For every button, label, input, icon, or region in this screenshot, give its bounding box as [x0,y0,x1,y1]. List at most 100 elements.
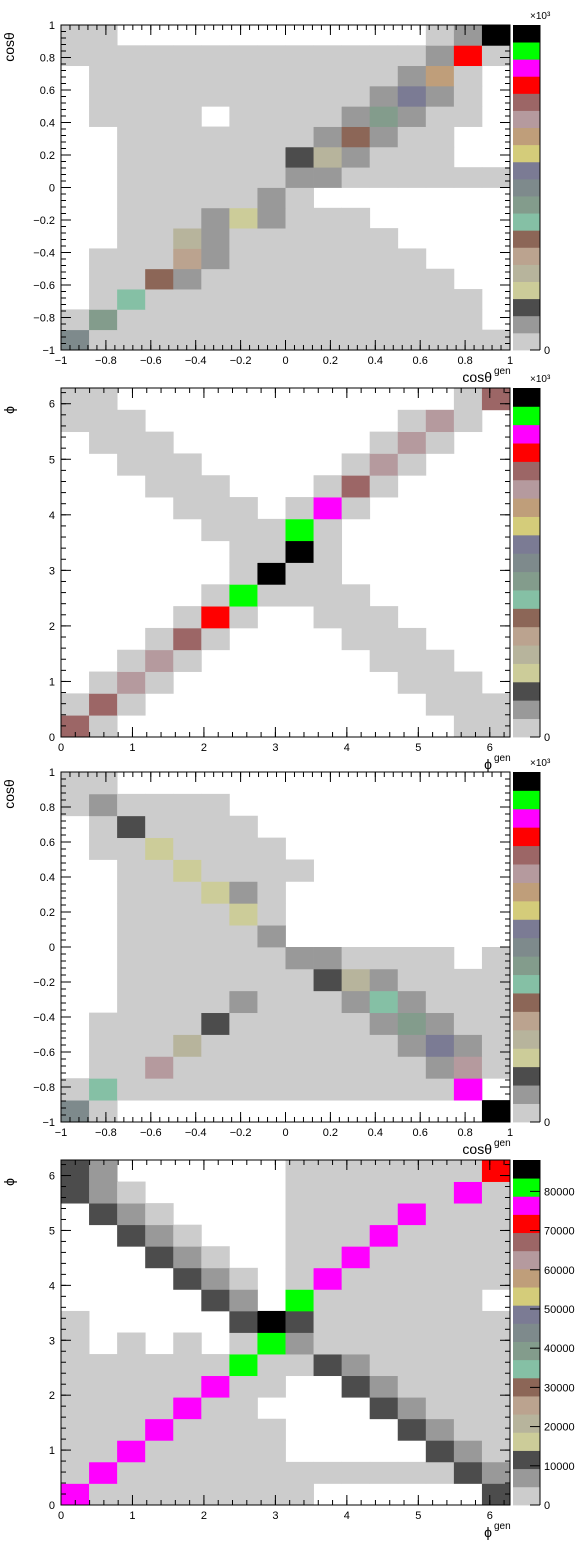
heatmap-cell [425,1203,455,1226]
heatmap-cell [145,815,174,839]
heatmap-cell [285,126,314,148]
x-tick-label: 3 [272,1510,278,1522]
color-bar-swatch [513,1486,540,1506]
heatmap-cell [425,167,455,188]
heatmap-cell [173,990,202,1014]
heatmap-cell [61,772,90,795]
heatmap-cell [173,207,202,229]
heatmap-cell [397,1034,427,1057]
heatmap-cell [481,1461,511,1484]
color-bar-swatch [513,178,540,197]
heatmap-cell [257,968,286,992]
heatmap-cell [285,1246,314,1269]
heatmap-cell [285,1203,314,1226]
heatmap-cell [117,453,146,476]
heatmap-cell [313,1332,343,1355]
heatmap-cell [481,1440,511,1463]
y-axis-title: ϕ [1,406,17,414]
heatmap-cell [397,409,427,433]
heatmap-cell [481,1034,511,1057]
heatmap-cell [285,106,314,127]
heatmap-cell [117,881,146,904]
heatmap-cell [145,1246,174,1269]
heatmap-cell [201,1418,230,1441]
y-tick-label: 2 [49,1390,55,1402]
heatmap-cell [229,837,258,860]
color-bar-swatch [513,110,540,129]
heatmap-cell [453,1181,483,1204]
heatmap-panel-2: 01234560123456ϕgenϕ020406080100120140160… [1,374,551,772]
heatmap-cell [341,1289,371,1312]
heatmap-cell [369,1267,399,1290]
heatmap-cell [425,1078,455,1101]
color-bar-swatch [513,247,540,265]
x-tick-label: 2 [201,1510,207,1522]
heatmap-cell [285,947,314,970]
heatmap-cell [313,606,343,629]
heatmap-cell [425,45,455,67]
heatmap-cell [369,146,399,168]
heatmap-cell [453,715,483,738]
heatmap-cell [257,1310,286,1333]
heatmap-cell [89,388,118,411]
heatmap-cell [61,309,90,331]
heatmap-cell [341,65,371,87]
color-bar-swatch [513,461,540,481]
heatmap-cell [229,1056,258,1079]
heatmap-cell [369,1397,399,1420]
heatmap-cell [61,1100,90,1123]
heatmap-cell [397,1224,427,1247]
heatmap-cell [341,1181,371,1204]
heatmap-cell [313,1160,343,1182]
color-bar-swatch [513,663,540,683]
heatmap-cell [89,837,118,860]
heatmap-cell [61,1332,90,1355]
color-bar-swatch [513,993,540,1012]
y-tick-label: 0 [49,1500,55,1512]
color-bar-swatch [513,864,540,883]
heatmap-cell [481,1418,511,1441]
color-bar-swatch [513,1268,540,1288]
heatmap-cell [89,289,118,310]
heatmap-cell [313,228,343,249]
heatmap-cell [481,167,511,188]
heatmap-cell [173,903,202,926]
x-axis-title: ϕ [484,756,492,772]
color-bar-swatch [513,827,540,847]
heatmap-cell [425,990,455,1014]
heatmap-cell [229,1418,258,1441]
heatmap-cell [453,968,483,992]
heatmap-cell [425,1397,455,1420]
color-bar-swatch [513,230,540,248]
heatmap-cell [61,793,90,817]
x-tick-label: 0 [282,1127,288,1139]
heatmap-cell [285,167,314,188]
y-tick-label: 4 [49,510,55,522]
heatmap-cell [453,990,483,1014]
color-bar-swatch [513,956,540,976]
heatmap-cell [481,1160,511,1182]
heatmap-cell [481,990,511,1014]
heatmap-cell [229,65,258,87]
heatmap-cell [341,309,371,331]
heatmap-cell [481,1224,511,1247]
heatmap-cell [257,947,286,970]
heatmap-cell [173,649,202,672]
color-bar-swatch [513,59,540,77]
heatmap-cell [313,562,343,585]
heatmap-cell [201,793,230,817]
heatmap-cell [89,793,118,817]
heatmap-cell [369,85,399,107]
heatmap-cell [257,228,286,249]
heatmap-cell [369,228,399,249]
heatmap-cell [285,518,314,542]
y-tick-label: 0 [49,732,55,744]
heatmap-cell [145,649,174,672]
heatmap-cell [453,1418,483,1441]
x-tick-label: −0.6 [140,1127,162,1139]
heatmap-cell [397,1267,427,1290]
heatmap-cell [285,540,314,563]
heatmap-cell [313,1034,343,1057]
heatmap-cell [61,25,90,46]
color-bar-tick-label: 60000 [544,1265,575,1277]
